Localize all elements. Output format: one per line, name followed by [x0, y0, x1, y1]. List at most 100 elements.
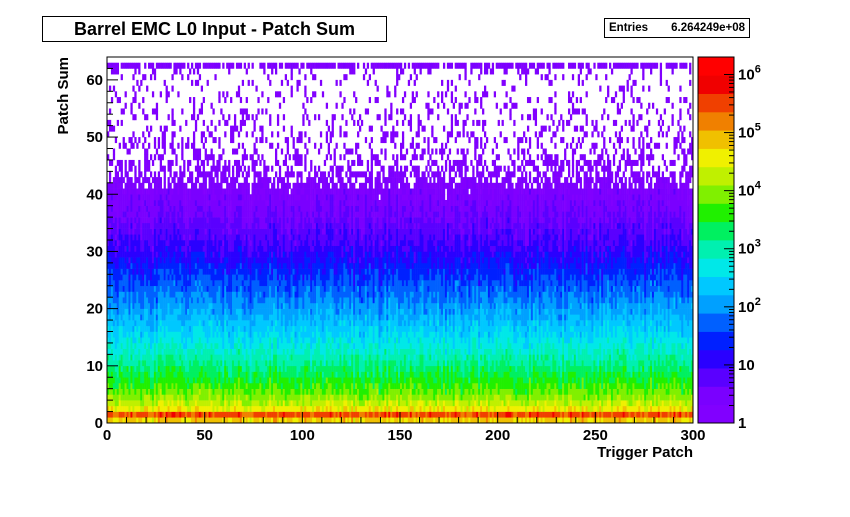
heatmap-cell — [171, 291, 174, 298]
heatmap-cell — [280, 194, 284, 201]
heatmap-cell — [142, 405, 145, 412]
heatmap-cell — [190, 245, 194, 252]
heatmap-cell — [222, 388, 225, 395]
heatmap-cell — [110, 222, 114, 229]
heatmap-cell — [259, 211, 262, 218]
heatmap-cell — [183, 308, 186, 315]
heatmap-cell — [278, 91, 282, 98]
heatmap-cell — [112, 280, 116, 287]
heatmap-cell — [126, 171, 129, 178]
heatmap-cell — [138, 257, 141, 264]
heatmap-cell — [198, 320, 202, 327]
heatmap-cell — [245, 177, 248, 184]
heatmap-cell — [126, 228, 129, 235]
heatmap-cell — [237, 297, 241, 304]
heatmap-cell — [294, 234, 297, 241]
heatmap-cell — [151, 177, 155, 184]
heatmap-cell — [232, 371, 235, 378]
heatmap-cell — [292, 314, 295, 321]
heatmap-cell — [288, 394, 291, 401]
heatmap-cell — [122, 388, 125, 395]
heatmap-cell — [198, 280, 202, 287]
heatmap-cell — [183, 159, 186, 166]
heatmap-cell — [107, 348, 110, 355]
heatmap-cell — [157, 274, 161, 281]
heatmap-cell — [224, 342, 227, 349]
heatmap-cell — [124, 325, 127, 332]
heatmap-cell — [245, 348, 248, 355]
heatmap-cell — [196, 411, 200, 418]
heatmap-cell — [230, 62, 233, 69]
heatmap-cell — [302, 280, 305, 287]
heatmap-cell — [189, 274, 192, 281]
heatmap-cell — [292, 274, 295, 281]
heatmap-cell — [271, 285, 274, 292]
heatmap-cell — [282, 114, 286, 121]
heatmap-cell — [177, 217, 180, 224]
heatmap-cell — [112, 268, 116, 275]
heatmap-cell — [208, 348, 211, 355]
heatmap-cell — [200, 354, 204, 361]
heatmap-cell — [118, 234, 121, 241]
heatmap-cell — [273, 280, 276, 287]
heatmap-cell — [237, 354, 241, 361]
heatmap-cell — [214, 234, 217, 241]
heatmap-cell — [161, 274, 164, 281]
heatmap-cell — [157, 142, 161, 149]
heatmap-cell — [153, 394, 157, 401]
heatmap-cell — [122, 342, 125, 349]
heatmap-cell — [120, 251, 123, 258]
heatmap-cell — [169, 354, 172, 361]
heatmap-cell — [116, 348, 120, 355]
heatmap-cell — [274, 62, 278, 69]
heatmap-cell — [120, 74, 123, 81]
heatmap-cell — [181, 297, 184, 304]
heatmap-cell — [144, 382, 147, 389]
heatmap-cell — [253, 320, 256, 327]
heatmap-cell — [190, 182, 194, 189]
heatmap-cell — [124, 228, 127, 235]
heatmap-cell — [210, 411, 213, 418]
heatmap-cell — [169, 222, 172, 229]
heatmap-cell — [169, 405, 172, 412]
heatmap-cell — [208, 177, 211, 184]
heatmap-cell — [273, 382, 276, 389]
heatmap-cell — [230, 234, 233, 241]
heatmap-cell — [124, 91, 127, 98]
heatmap-cell — [107, 194, 110, 201]
heatmap-cell — [155, 360, 159, 367]
heatmap-cell — [243, 245, 246, 252]
heatmap-cell — [284, 411, 287, 418]
heatmap-cell — [171, 360, 174, 367]
heatmap-cell — [280, 188, 284, 195]
heatmap-cell — [267, 342, 270, 349]
heatmap-cell — [118, 405, 121, 412]
heatmap-cell — [228, 394, 231, 401]
heatmap-cell — [146, 308, 149, 315]
heatmap-cell — [261, 337, 264, 344]
heatmap-cell — [259, 348, 262, 355]
heatmap-cell — [259, 280, 262, 287]
heatmap-cell — [157, 251, 161, 258]
heatmap-cell — [107, 131, 110, 138]
heatmap-cell — [249, 228, 252, 235]
heatmap-cell — [202, 280, 205, 287]
heatmap-cell — [273, 285, 276, 292]
heatmap-cell — [300, 400, 303, 407]
heatmap-cell — [142, 274, 145, 281]
heatmap-cell — [144, 165, 147, 172]
heatmap-cell — [155, 114, 159, 121]
heatmap-cell — [210, 234, 213, 241]
heatmap-cell — [183, 394, 186, 401]
heatmap-cell — [274, 91, 278, 98]
heatmap-cell — [286, 382, 289, 389]
heatmap-cell — [108, 108, 112, 115]
heatmap-cell — [157, 137, 161, 144]
heatmap-cell — [155, 394, 159, 401]
heatmap-cell — [134, 314, 137, 321]
heatmap-cell — [216, 217, 219, 224]
heatmap-cell — [267, 217, 270, 224]
heatmap-cell — [149, 245, 153, 252]
heatmap-cell — [224, 257, 227, 264]
heatmap-cell — [128, 148, 131, 155]
